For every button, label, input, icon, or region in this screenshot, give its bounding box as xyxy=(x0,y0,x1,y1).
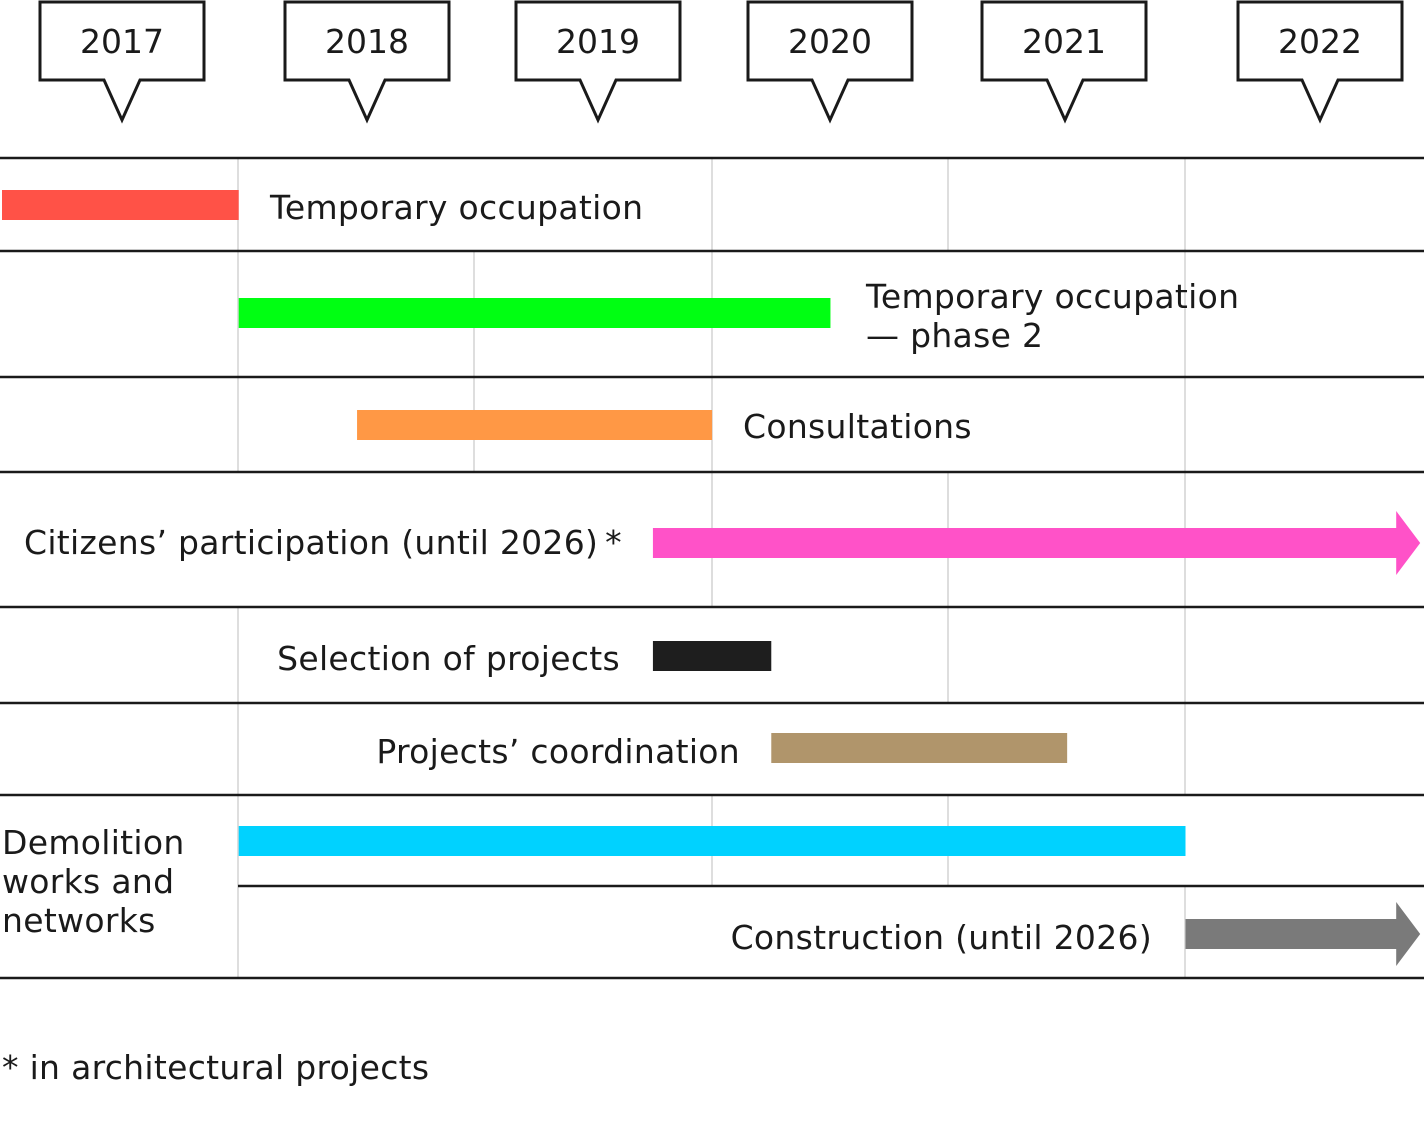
callout-shape xyxy=(746,0,914,124)
row-label-line: Citizens’ participation (until 2026) * xyxy=(24,523,622,562)
timeline-arrow xyxy=(652,511,1421,575)
year-label: 2019 xyxy=(556,22,640,61)
row-label: Consultations xyxy=(743,407,972,446)
row-label: Selection of projects xyxy=(277,639,620,678)
year-callout-2018: 2018 xyxy=(283,0,451,124)
timeline-arrow xyxy=(1185,902,1421,966)
row-label: Demolition works and networks xyxy=(2,823,185,940)
row-label: Temporary occupation xyxy=(269,188,643,227)
timeline-bar xyxy=(771,733,1068,763)
row-label-line: Temporary occupation xyxy=(865,277,1239,316)
year-callout-2022: 2022 xyxy=(1236,0,1404,124)
row-label: Temporary occupation — phase 2 xyxy=(865,277,1239,355)
row-label-line: — phase 2 xyxy=(866,316,1043,355)
timeline-row: Selection of projects xyxy=(277,639,772,678)
year-callout-2021: 2021 xyxy=(980,0,1148,124)
timeline-bar xyxy=(238,298,831,328)
timeline-row: Consultations xyxy=(357,407,972,446)
callout-shape xyxy=(38,0,206,124)
timeline-bar xyxy=(238,826,1186,856)
row-label: Projects’ coordination xyxy=(376,732,740,771)
year-callout-2020: 2020 xyxy=(746,0,914,124)
year-label: 2017 xyxy=(80,22,164,61)
footnote: * in architectural projects xyxy=(2,1048,430,1087)
year-label: 2020 xyxy=(788,22,872,61)
callout-shape xyxy=(1236,0,1404,124)
timeline-bar xyxy=(2,190,239,220)
timeline-row: Projects’ coordination xyxy=(376,732,1068,771)
row-label-line: Temporary occupation xyxy=(269,188,643,227)
row-label-line: networks xyxy=(2,901,156,940)
timeline-row: Demolition works and networks xyxy=(2,823,1186,940)
timeline-bar xyxy=(652,641,772,671)
callout-shape xyxy=(283,0,451,124)
row-separators xyxy=(0,156,1424,980)
callout-shape xyxy=(980,0,1148,124)
year-label: 2022 xyxy=(1278,22,1362,61)
row-label-line: Consultations xyxy=(743,407,972,446)
row-label-line: Construction (until 2026) xyxy=(731,918,1152,957)
year-callout-2019: 2019 xyxy=(514,0,682,124)
row-label: Construction (until 2026) xyxy=(731,918,1152,957)
year-label: 2021 xyxy=(1022,22,1106,61)
timeline-row: Construction (until 2026) xyxy=(731,902,1421,966)
timeline-row: Temporary occupation — phase 2 xyxy=(238,277,1239,355)
year-callout-2017: 2017 xyxy=(38,0,206,124)
row-label-line: Projects’ coordination xyxy=(376,732,740,771)
year-label: 2018 xyxy=(325,22,409,61)
timeline-row: Citizens’ participation (until 2026) * xyxy=(24,511,1421,575)
row-label-line: Selection of projects xyxy=(277,639,620,678)
timeline-bar xyxy=(357,410,713,440)
callout-shape xyxy=(514,0,682,124)
row-label: Citizens’ participation (until 2026) * xyxy=(24,523,622,562)
row-label-line: Demolition xyxy=(2,823,185,862)
timeline-row: Temporary occupation xyxy=(2,188,643,227)
row-label-line: works and xyxy=(2,862,174,901)
